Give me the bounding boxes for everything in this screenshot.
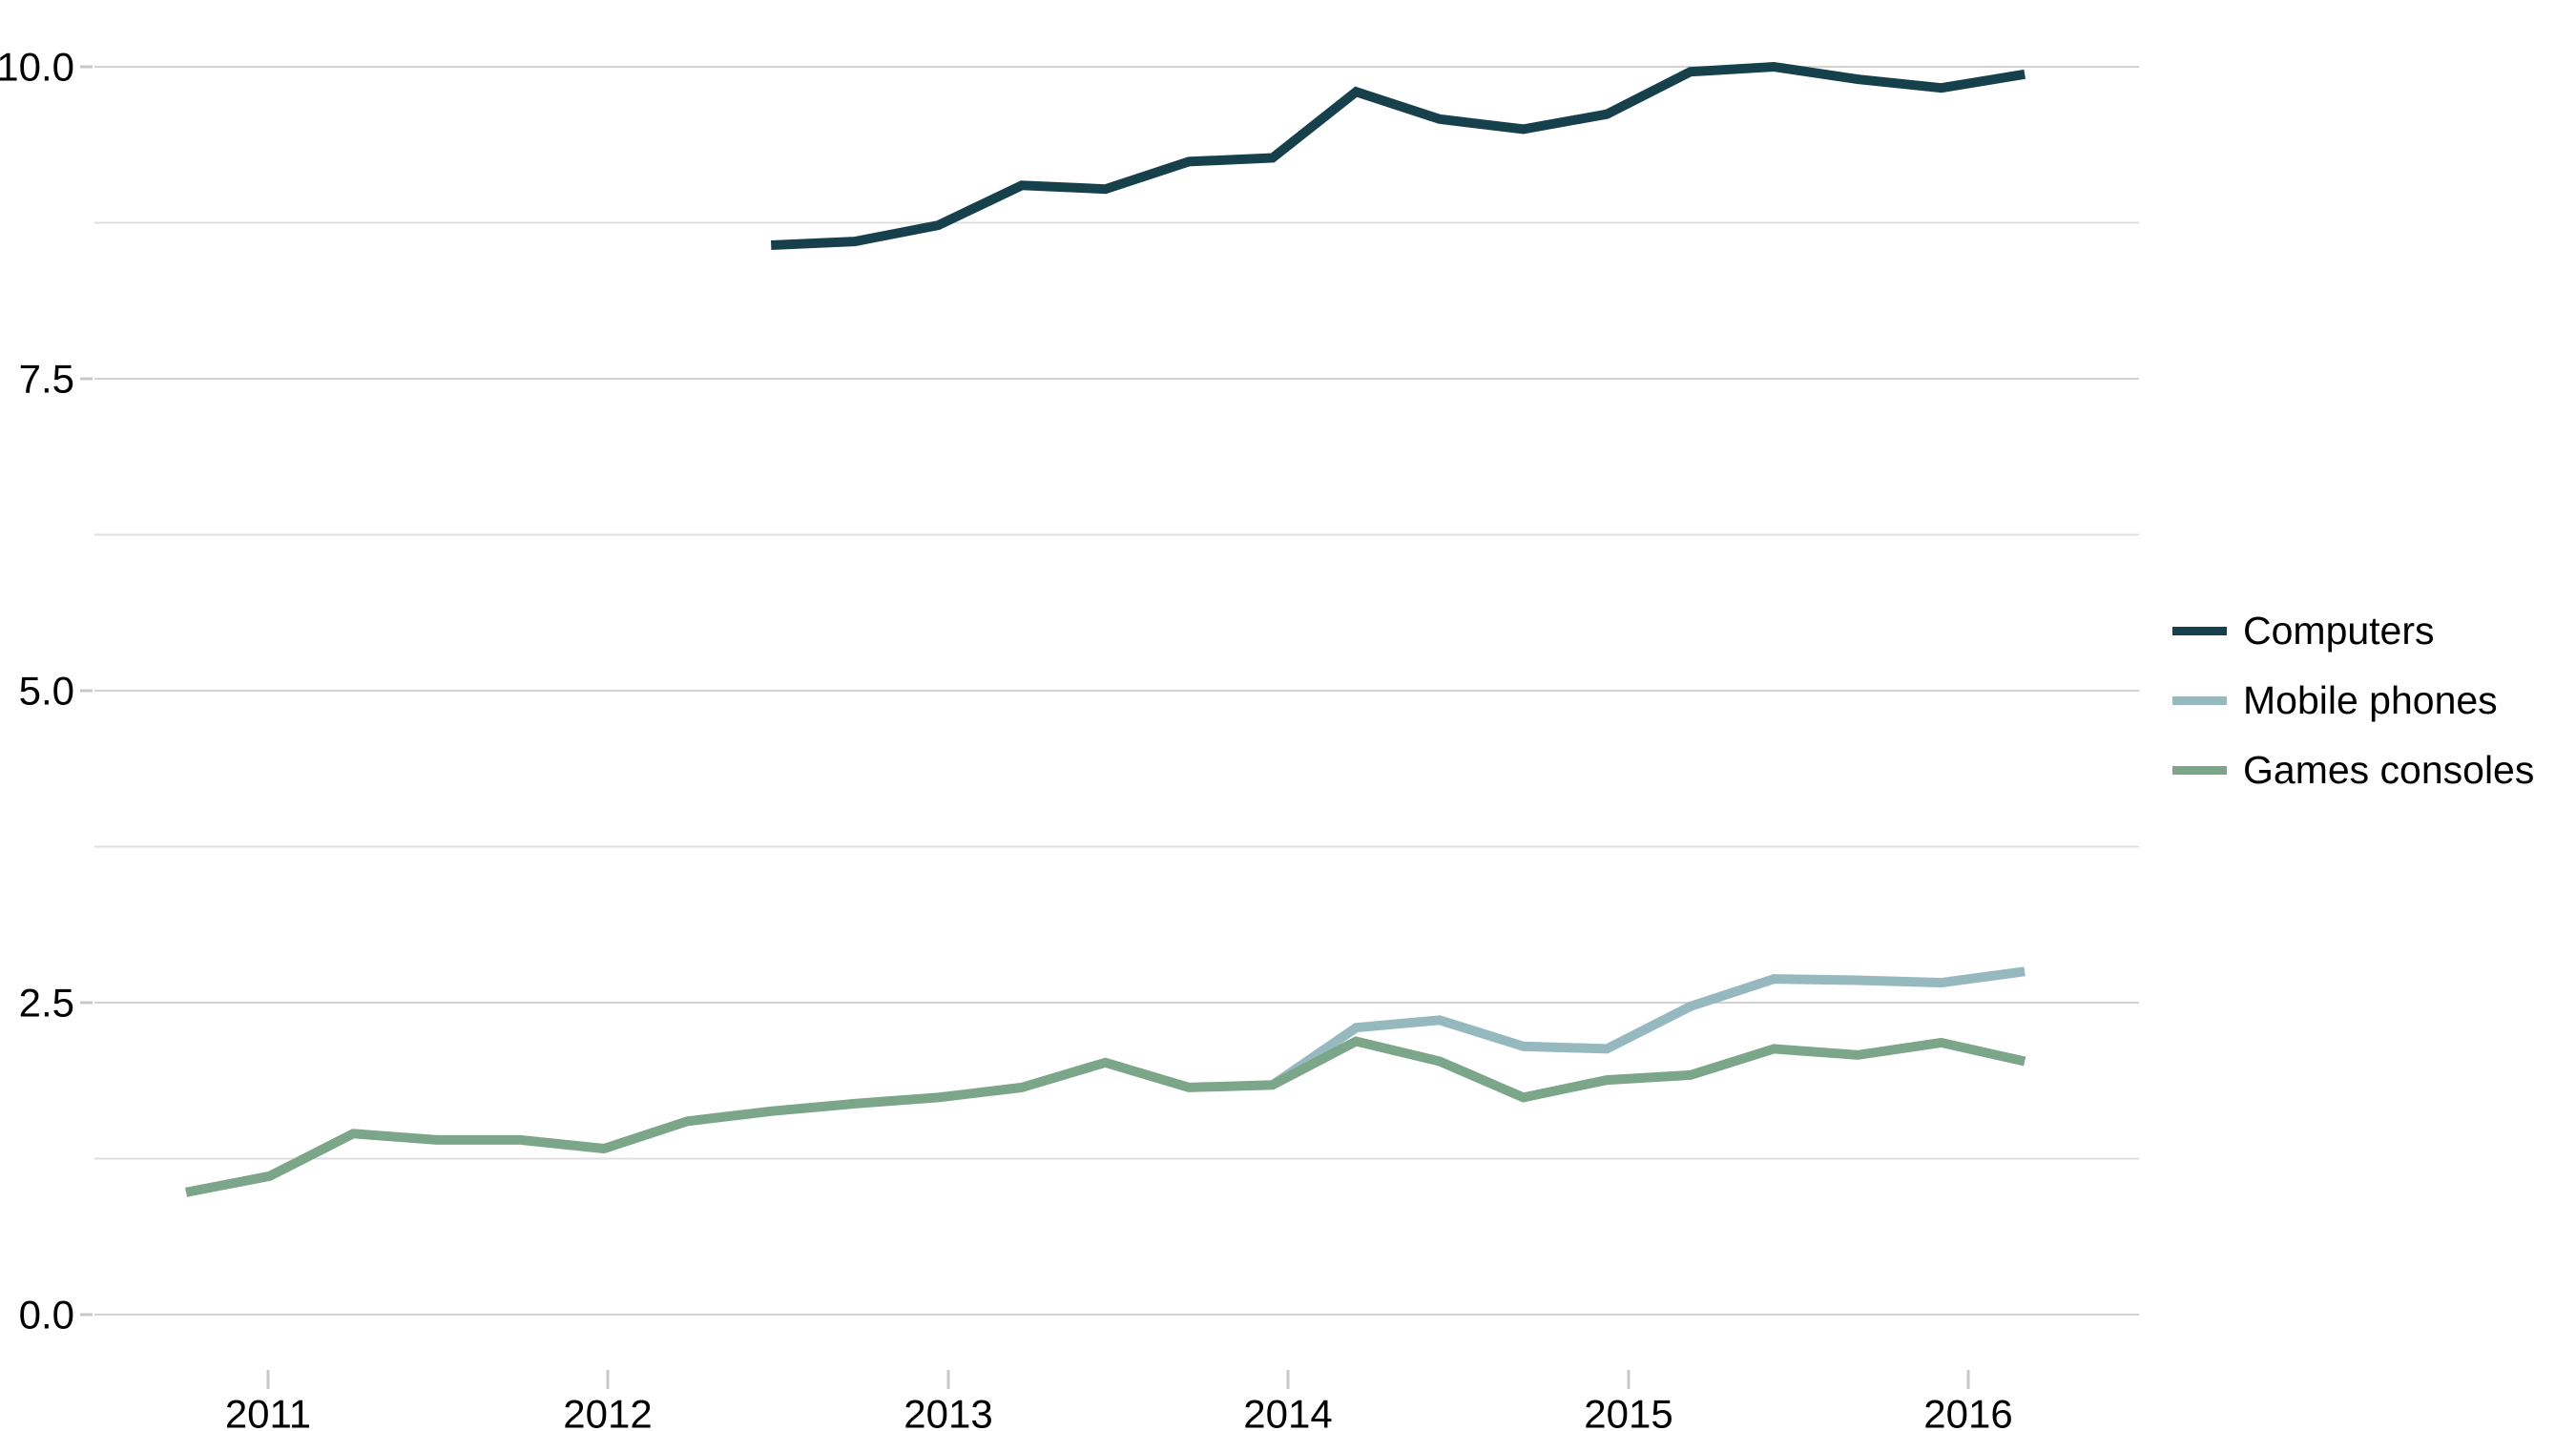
tick-layer (80, 65, 1970, 1389)
x-axis-tick-label: 2011 (225, 1392, 311, 1431)
legend-item-mobile-phones: Mobile phones (2172, 666, 2534, 736)
legend-label-mobile-phones: Mobile phones (2243, 678, 2498, 722)
x-axis-tick-label: 2012 (563, 1392, 652, 1431)
legend-swatch-computers (2172, 627, 2227, 635)
x-axis-tick-label: 2015 (1584, 1392, 1672, 1431)
legend-item-games-consoles: Games consoles (2172, 736, 2534, 805)
series-line-computers (770, 61, 2026, 250)
legend: Computers Mobile phones Games consoles (2172, 596, 2534, 805)
grid-layer (94, 66, 2139, 1316)
y-axis-tick-label: 7.5 (19, 357, 74, 402)
legend-swatch-games-consoles (2172, 766, 2227, 775)
y-axis-tick-label: 2.5 (19, 981, 74, 1026)
x-axis-tick-label: 2016 (1923, 1392, 2012, 1431)
y-axis-tick-label: 0.0 (19, 1293, 74, 1338)
series-line-games-consoles (185, 1036, 2026, 1197)
legend-label-computers: Computers (2243, 609, 2435, 653)
legend-swatch-mobile-phones (2172, 696, 2227, 705)
series-line-mobile-phones (1269, 966, 2025, 1089)
y-axis-tick-label: 5.0 (19, 669, 74, 714)
x-axis-tick-label: 2013 (904, 1392, 992, 1431)
x-axis-tick-label: 2014 (1243, 1392, 1332, 1431)
y-axis-tick-label: 10.0 (0, 45, 74, 90)
legend-item-computers: Computers (2172, 596, 2534, 666)
axis-label-layer: 0.0 2.5 5.0 7.5 10.0 2011 2012 2013 2014 2015 2016 (0, 45, 2013, 1431)
legend-label-games-consoles: Games consoles (2243, 748, 2535, 792)
series-layer (185, 61, 2026, 1197)
